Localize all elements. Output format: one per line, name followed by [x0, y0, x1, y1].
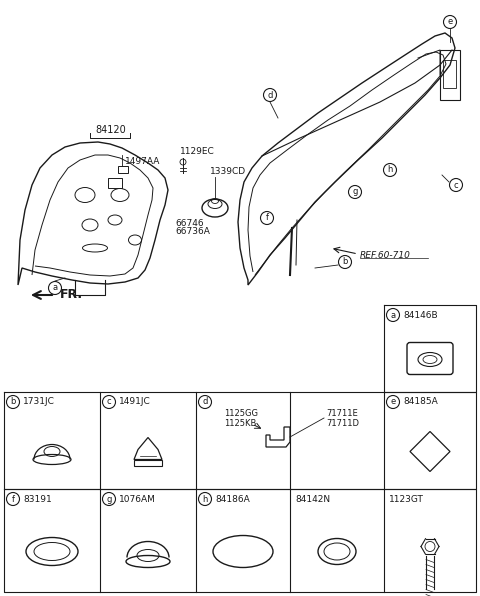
- Text: c: c: [454, 181, 458, 190]
- Text: e: e: [447, 17, 453, 26]
- Text: 84142N: 84142N: [295, 495, 330, 504]
- Text: h: h: [387, 166, 393, 175]
- Text: 1125GG: 1125GG: [224, 409, 258, 418]
- Text: 84120: 84120: [95, 125, 126, 135]
- Text: c: c: [107, 398, 111, 406]
- Text: f: f: [12, 495, 14, 504]
- Text: 84185A: 84185A: [403, 398, 438, 406]
- Text: d: d: [202, 398, 208, 406]
- Text: g: g: [106, 495, 112, 504]
- Text: f: f: [265, 213, 268, 222]
- Text: 84146B: 84146B: [403, 311, 438, 319]
- Text: a: a: [52, 284, 58, 293]
- Text: 66746: 66746: [175, 219, 204, 228]
- Text: 1339CD: 1339CD: [210, 167, 246, 176]
- Bar: [118, 166, 128, 173]
- Text: b: b: [10, 398, 16, 406]
- Text: REF.60-710: REF.60-710: [360, 250, 411, 259]
- Text: 71711E: 71711E: [326, 409, 358, 418]
- Text: 1125KB: 1125KB: [224, 418, 256, 427]
- Text: 1491JC: 1491JC: [119, 398, 151, 406]
- Text: 1123GT: 1123GT: [389, 495, 424, 504]
- Text: FR.: FR.: [60, 288, 83, 302]
- Text: d: d: [267, 91, 273, 100]
- Bar: [108, 178, 122, 188]
- Text: 83191: 83191: [23, 495, 52, 504]
- Text: 71711D: 71711D: [326, 418, 359, 427]
- Text: a: a: [390, 311, 396, 319]
- Text: h: h: [202, 495, 208, 504]
- Text: 1497AA: 1497AA: [125, 157, 160, 166]
- Text: 1076AM: 1076AM: [119, 495, 156, 504]
- Bar: [134, 460, 162, 465]
- Text: b: b: [342, 257, 348, 266]
- Text: e: e: [390, 398, 396, 406]
- Bar: [443, 60, 456, 88]
- Text: 1129EC: 1129EC: [180, 147, 215, 157]
- Text: 84186A: 84186A: [215, 495, 250, 504]
- Text: 1731JC: 1731JC: [23, 398, 55, 406]
- Text: 66736A: 66736A: [175, 226, 210, 235]
- Bar: [440, 50, 460, 100]
- Text: g: g: [352, 188, 358, 197]
